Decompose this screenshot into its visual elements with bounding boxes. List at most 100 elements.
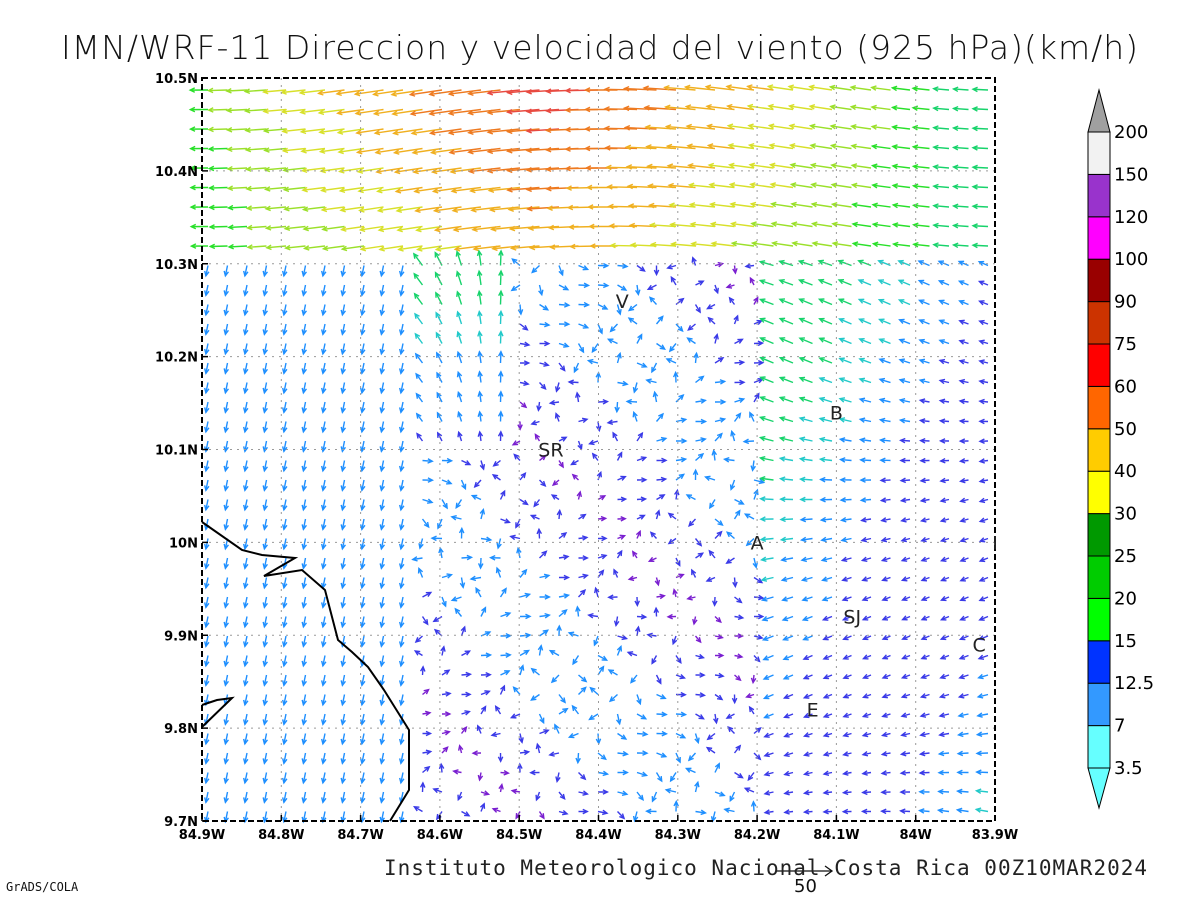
wind-arrow: [818, 337, 833, 345]
wind-arrow: [340, 752, 346, 765]
wind-arrow: [859, 457, 872, 463]
wind-arrow: [617, 284, 628, 291]
wind-arrow: [223, 616, 229, 629]
wind-arrow: [588, 439, 599, 446]
colorbar-level-label: 3.5: [1114, 758, 1143, 779]
wind-arrow: [747, 123, 774, 130]
wind-arrow: [627, 303, 638, 312]
wind-arrow: [374, 147, 404, 155]
wind-arrow: [798, 376, 813, 384]
wind-arrow: [263, 147, 287, 153]
wind-arrow: [413, 292, 424, 305]
wind-arrow: [706, 732, 716, 741]
wind-arrow: [398, 655, 405, 668]
wind-arrow: [810, 221, 833, 228]
wind-arrow: [571, 473, 579, 481]
wind-arrow: [617, 496, 628, 503]
wind-arrow: [932, 203, 950, 209]
wind-arrow: [767, 123, 794, 130]
x-tick-label: 84.7W: [337, 828, 383, 843]
wind-arrow: [631, 550, 638, 559]
wind-arrow: [223, 499, 229, 512]
wind-arrow: [616, 304, 622, 316]
wind-arrow: [539, 340, 551, 347]
wind-arrow: [507, 206, 540, 212]
wind-arrow: [840, 536, 852, 543]
wind-arrow: [957, 693, 969, 699]
wind-arrow: [978, 596, 989, 602]
y-tick-label: 10.5N: [155, 72, 198, 87]
wind-arrow: [861, 712, 872, 718]
colorbar-level-label: 50: [1114, 419, 1137, 440]
wind-arrow: [768, 162, 794, 169]
wind-arrow: [778, 279, 794, 286]
wind-arrow: [262, 382, 268, 395]
wind-arrow: [617, 769, 629, 776]
wind-arrow: [789, 182, 813, 189]
wind-arrow: [900, 731, 911, 738]
wind-arrow: [320, 499, 327, 512]
wind-arrow: [667, 182, 696, 189]
wind-arrow: [713, 332, 719, 344]
wind-arrow: [379, 655, 385, 668]
wind-arrow: [911, 163, 930, 170]
wind-arrow: [871, 241, 891, 248]
wind-arrow: [262, 401, 268, 414]
wind-arrow: [871, 221, 891, 228]
wind-arrow: [939, 615, 950, 621]
wind-arrow: [732, 265, 738, 275]
wind-arrow: [206, 87, 228, 94]
wind-arrow: [706, 303, 716, 310]
wind-arrow: [467, 147, 501, 155]
wind-arrow: [940, 576, 950, 582]
wind-arrow: [227, 243, 248, 250]
wind-arrow: [634, 625, 641, 637]
wind-arrow: [320, 752, 327, 765]
wind-arrow: [413, 186, 443, 194]
wind-arrow: [428, 108, 462, 117]
wind-arrow: [281, 655, 288, 668]
wind-arrow: [398, 362, 405, 375]
wind-arrow: [301, 479, 307, 492]
wind-arrow: [242, 421, 249, 434]
y-tick-label: 10N: [169, 536, 198, 551]
wind-arrow: [978, 379, 989, 385]
wind-arrow: [692, 616, 698, 626]
wind-arrow: [379, 577, 385, 590]
wind-arrow: [223, 440, 229, 453]
wind-arrow: [244, 166, 267, 172]
wind-arrow: [809, 143, 833, 150]
wind-arrow: [340, 304, 346, 317]
wind-arrow: [359, 772, 366, 785]
wind-arrow: [937, 750, 950, 757]
wind-arrow: [459, 577, 466, 589]
wind-arrow: [390, 89, 423, 97]
wind-arrow: [242, 752, 249, 765]
wind-arrow: [372, 108, 404, 116]
wind-arrow: [839, 516, 852, 523]
wind-arrow: [422, 477, 435, 483]
wind-arrow: [281, 791, 288, 804]
wind-arrow: [415, 412, 424, 422]
wind-arrow: [242, 304, 249, 317]
wind-arrow: [686, 337, 696, 345]
wind-arrow: [223, 284, 229, 297]
wind-arrow: [758, 476, 774, 482]
wind-arrow: [831, 241, 852, 247]
wind-arrow: [320, 206, 345, 213]
wind-arrow: [822, 674, 833, 680]
wind-arrow: [458, 526, 465, 539]
wind-arrow: [597, 323, 603, 335]
wind-arrow: [758, 279, 774, 286]
wind-arrow: [850, 124, 872, 130]
wind-arrow: [781, 596, 794, 602]
wind-arrow: [281, 479, 288, 492]
wind-arrow: [838, 417, 852, 423]
wind-arrow: [281, 304, 288, 317]
wind-arrow: [939, 457, 950, 464]
wind-arrow: [506, 186, 540, 193]
colorbar-swatch: [1087, 385, 1111, 430]
wind-arrow: [535, 791, 541, 802]
wind-arrow: [441, 479, 453, 485]
wind-arrow: [242, 479, 249, 492]
